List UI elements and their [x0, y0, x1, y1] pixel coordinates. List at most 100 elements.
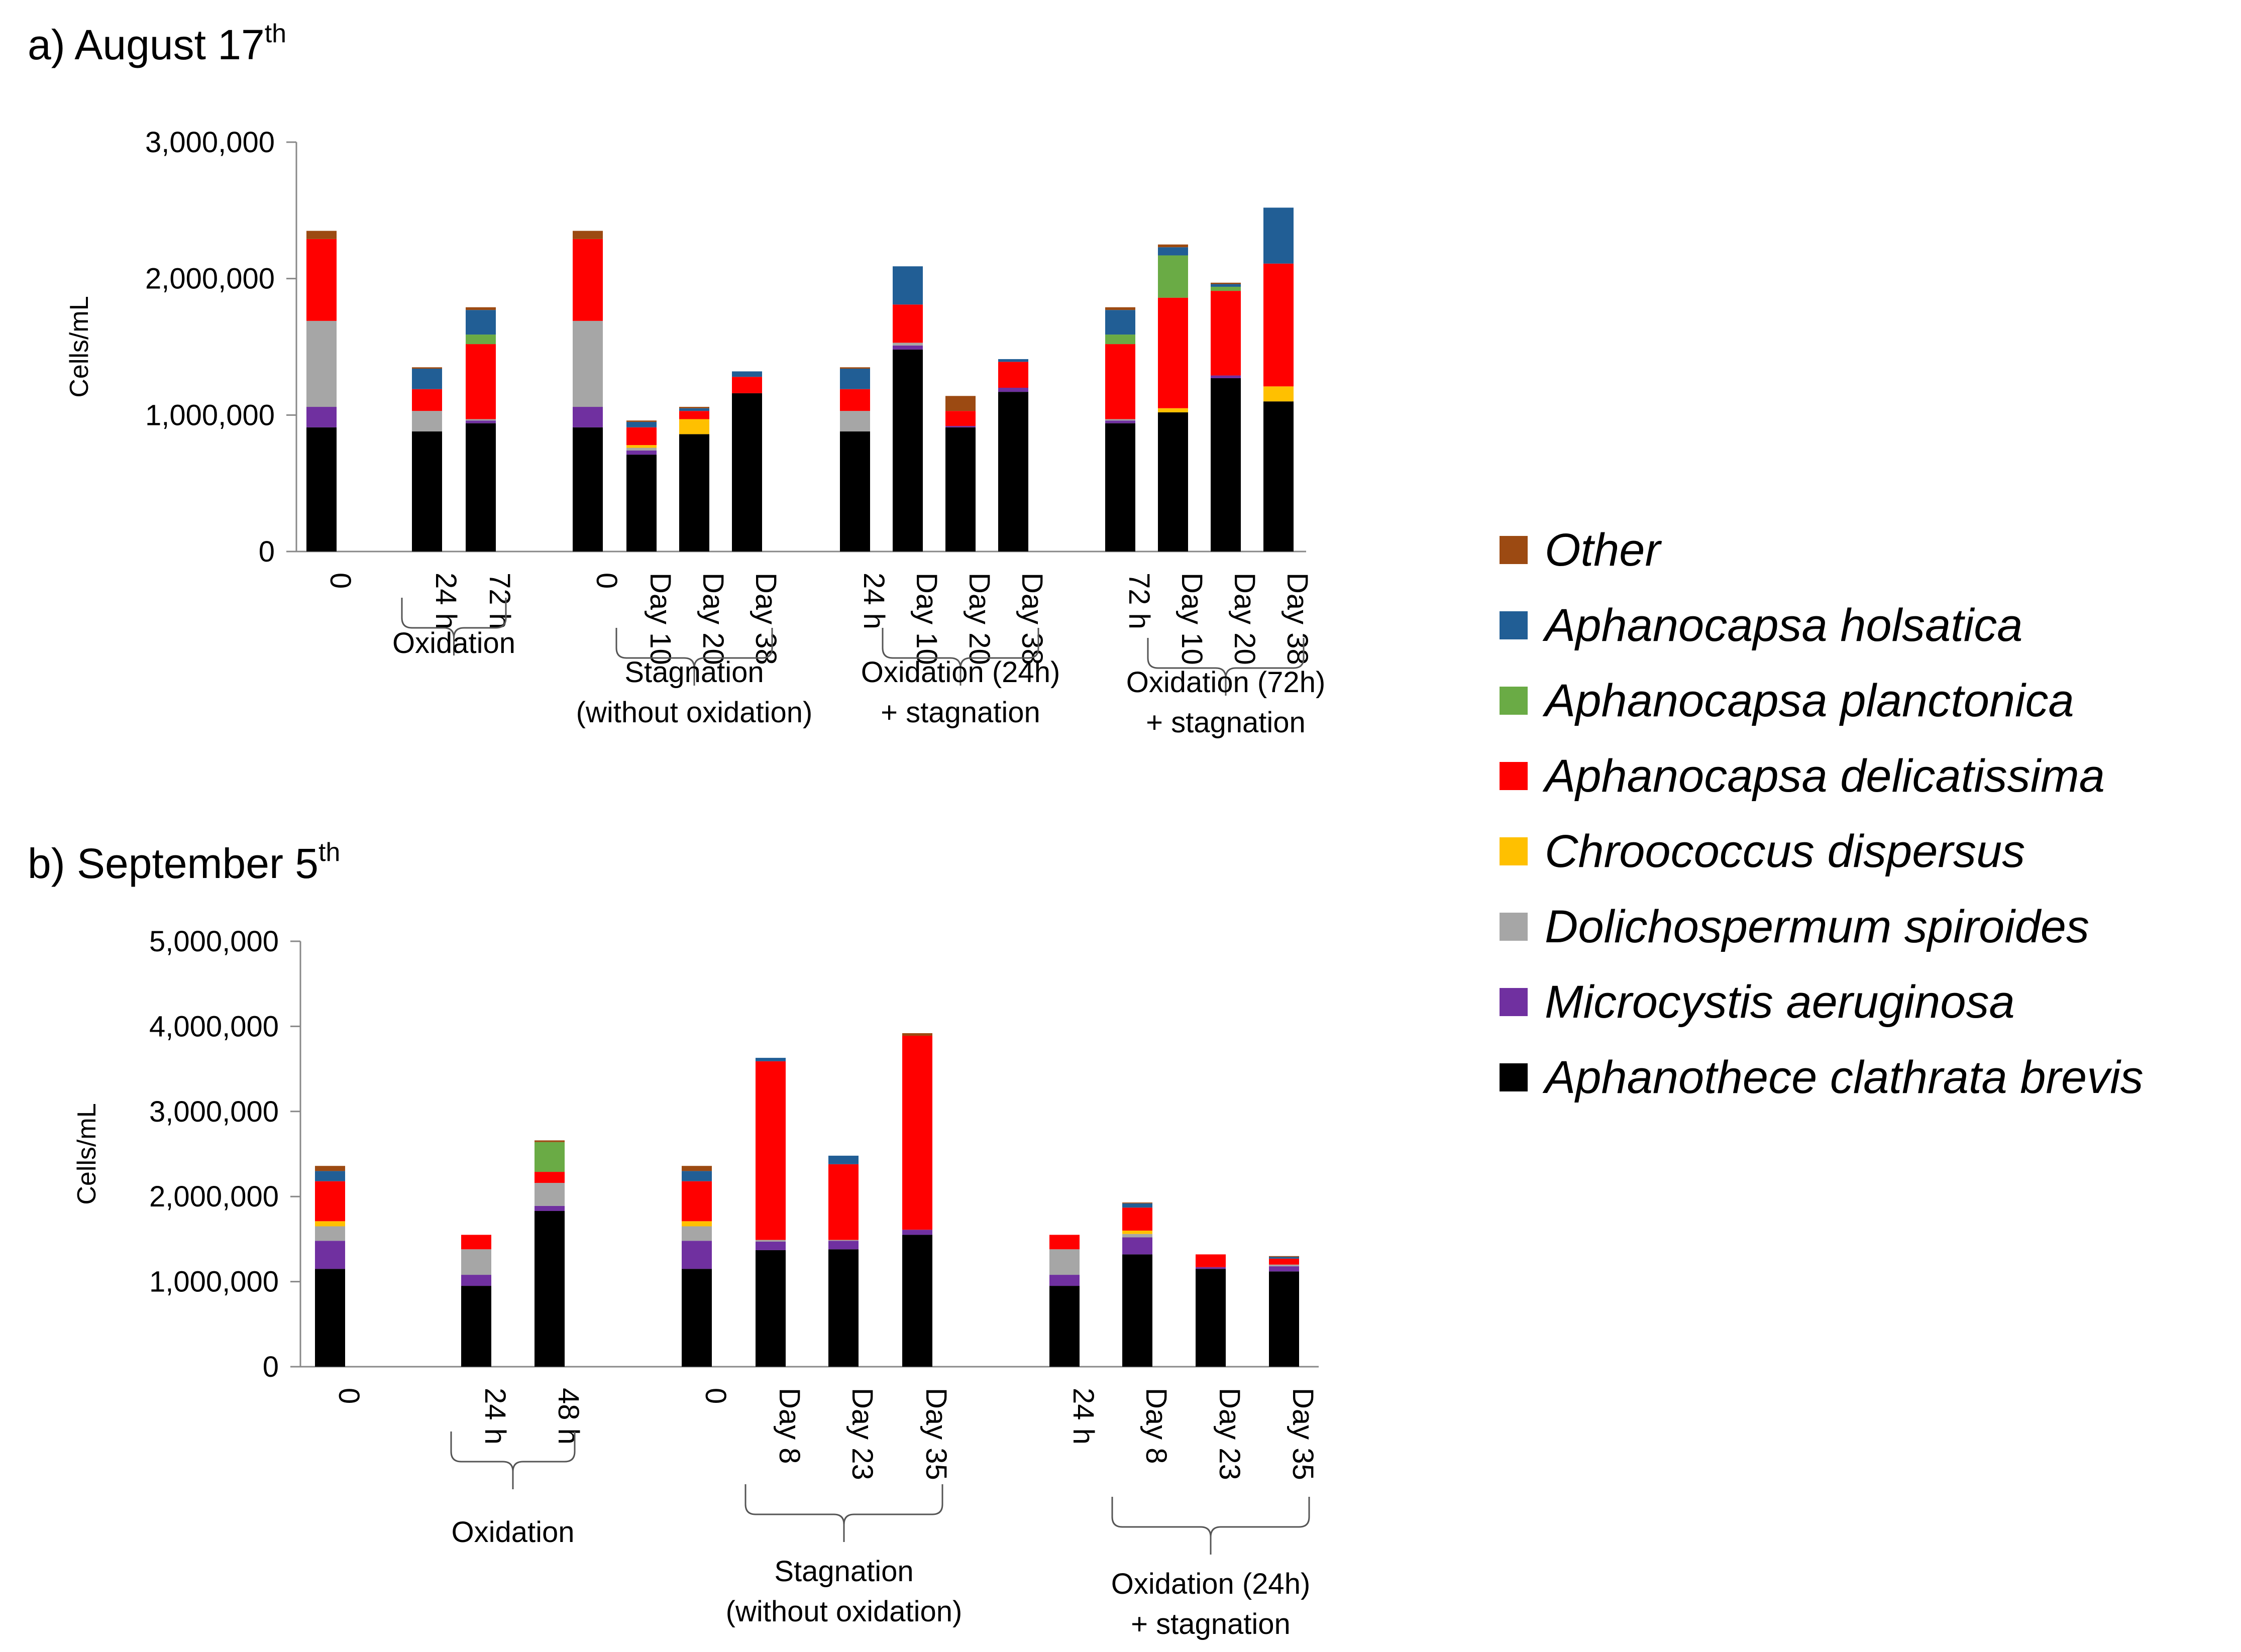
- bar-segment: [1158, 247, 1188, 256]
- bar-segment: [466, 344, 496, 419]
- bar-segment: [756, 1250, 786, 1367]
- legend-swatch: [1500, 611, 1528, 639]
- y-tick-label: 2,000,000: [149, 1180, 279, 1213]
- bar-segment: [756, 1240, 786, 1242]
- bar-segment: [679, 434, 709, 552]
- bar-segment: [756, 1058, 786, 1061]
- bar-segment: [626, 455, 657, 552]
- x-category-label: Day 8: [1140, 1388, 1172, 1464]
- bar-segment: [306, 427, 337, 552]
- y-tick-label: 0: [263, 1351, 279, 1383]
- x-category-label: Day 35: [920, 1388, 952, 1480]
- group-label-line: Oxidation (24h): [861, 656, 1060, 689]
- group-label-line: (without oxidation): [726, 1595, 963, 1628]
- bar-segment: [998, 359, 1028, 362]
- bar-segment: [306, 320, 337, 407]
- group-label-line: Stagnation: [774, 1555, 913, 1588]
- bar-segment: [626, 445, 657, 448]
- group-label: Oxidation: [392, 627, 515, 659]
- bar-segment: [535, 1205, 565, 1211]
- bar-segment: [1269, 1271, 1299, 1367]
- bar-segment: [1263, 401, 1294, 552]
- bar-segment: [1122, 1203, 1152, 1208]
- bar-segment: [1211, 291, 1241, 376]
- bar-segment: [679, 408, 709, 411]
- x-category-label: 72 h: [483, 573, 516, 629]
- bar-segment: [1105, 419, 1135, 421]
- bar-segment: [1105, 335, 1135, 345]
- x-category-label: Day 20: [963, 573, 996, 665]
- y-tick-label: 4,000,000: [149, 1010, 279, 1043]
- x-category-label: Day 23: [1213, 1388, 1246, 1480]
- chart-title-text: a) August 17: [28, 21, 265, 68]
- bar-segment: [902, 1033, 932, 1036]
- bar-segment: [412, 411, 442, 431]
- bar-segment: [573, 320, 603, 407]
- bar-segment: [1049, 1275, 1080, 1286]
- bar-segment: [466, 420, 496, 423]
- bar-segment: [682, 1181, 712, 1222]
- bar-segment: [1211, 282, 1241, 284]
- legend-label: Aphanothece clathrata brevis: [1545, 1051, 2144, 1103]
- bar-segment: [732, 371, 762, 377]
- bar-segment: [679, 411, 709, 419]
- bar-segment: [1158, 408, 1188, 412]
- bar-segment: [756, 1061, 786, 1240]
- chart-title-text: b) September 5: [28, 840, 318, 887]
- group-label-line: + stagnation: [1146, 706, 1306, 739]
- x-category-label: 48 h: [552, 1388, 585, 1445]
- x-category-label: 24 h: [858, 573, 890, 629]
- y-tick-label: 2,000,000: [145, 263, 275, 295]
- bar-segment: [626, 427, 657, 446]
- bar-segment: [315, 1269, 345, 1367]
- bar-segment: [756, 1241, 786, 1250]
- bar-segment: [1049, 1235, 1080, 1250]
- legend-item: Aphanocapsa holsatica: [1500, 588, 2144, 663]
- group-label: Oxidation (72h) + stagnation: [1126, 666, 1326, 739]
- bar-segment: [535, 1172, 565, 1183]
- bar-segment: [1122, 1237, 1152, 1255]
- bar-segment: [998, 392, 1028, 552]
- bar-segment: [682, 1166, 712, 1171]
- legend-item: Aphanocapsa planctonica: [1500, 663, 2144, 738]
- group-bracket: [401, 598, 507, 655]
- legend-label: Microcystis aeruginosa: [1545, 976, 2015, 1028]
- bar-segment: [682, 1241, 712, 1269]
- bar-segment: [315, 1226, 345, 1241]
- bar-segment: [466, 310, 496, 335]
- legend-label: Aphanocapsa holsatica: [1545, 599, 2023, 651]
- bar-segment: [466, 335, 496, 345]
- bar-segment: [840, 431, 870, 552]
- x-category-label: 0: [590, 573, 623, 589]
- bar-segment: [682, 1269, 712, 1367]
- bar-segment: [1158, 297, 1188, 408]
- bar-segment: [1196, 1254, 1226, 1267]
- bar-segment: [1122, 1207, 1152, 1231]
- bar-segment: [1105, 307, 1135, 310]
- bar-segment: [902, 1235, 932, 1367]
- legend-label: Aphanocapsa planctonica: [1545, 675, 2074, 726]
- x-category-label: 24 h: [1067, 1388, 1100, 1445]
- bar-segment: [315, 1241, 345, 1269]
- legend-item: Microcystis aeruginosa: [1500, 964, 2144, 1040]
- bar-segment: [626, 448, 657, 451]
- bar-segment: [1105, 423, 1135, 552]
- bar-segment: [945, 427, 976, 552]
- bar-segment: [893, 304, 923, 343]
- bar-segment: [315, 1221, 345, 1227]
- x-category-label: Day 10: [1176, 573, 1208, 665]
- bar-segment: [466, 307, 496, 310]
- bar-segment: [412, 367, 442, 369]
- legend-swatch: [1500, 536, 1528, 564]
- bar-segment: [1049, 1286, 1080, 1367]
- legend-swatch: [1500, 988, 1528, 1016]
- bar-segment: [828, 1155, 859, 1164]
- bar-segment: [461, 1249, 491, 1275]
- bar-segment: [573, 427, 603, 552]
- x-category-label: Day 10: [910, 573, 943, 665]
- bar-segment: [828, 1249, 859, 1367]
- bar-segment: [315, 1181, 345, 1222]
- bar-segment: [1158, 412, 1188, 552]
- bar-segment: [626, 420, 657, 422]
- bar-segment: [1211, 378, 1241, 552]
